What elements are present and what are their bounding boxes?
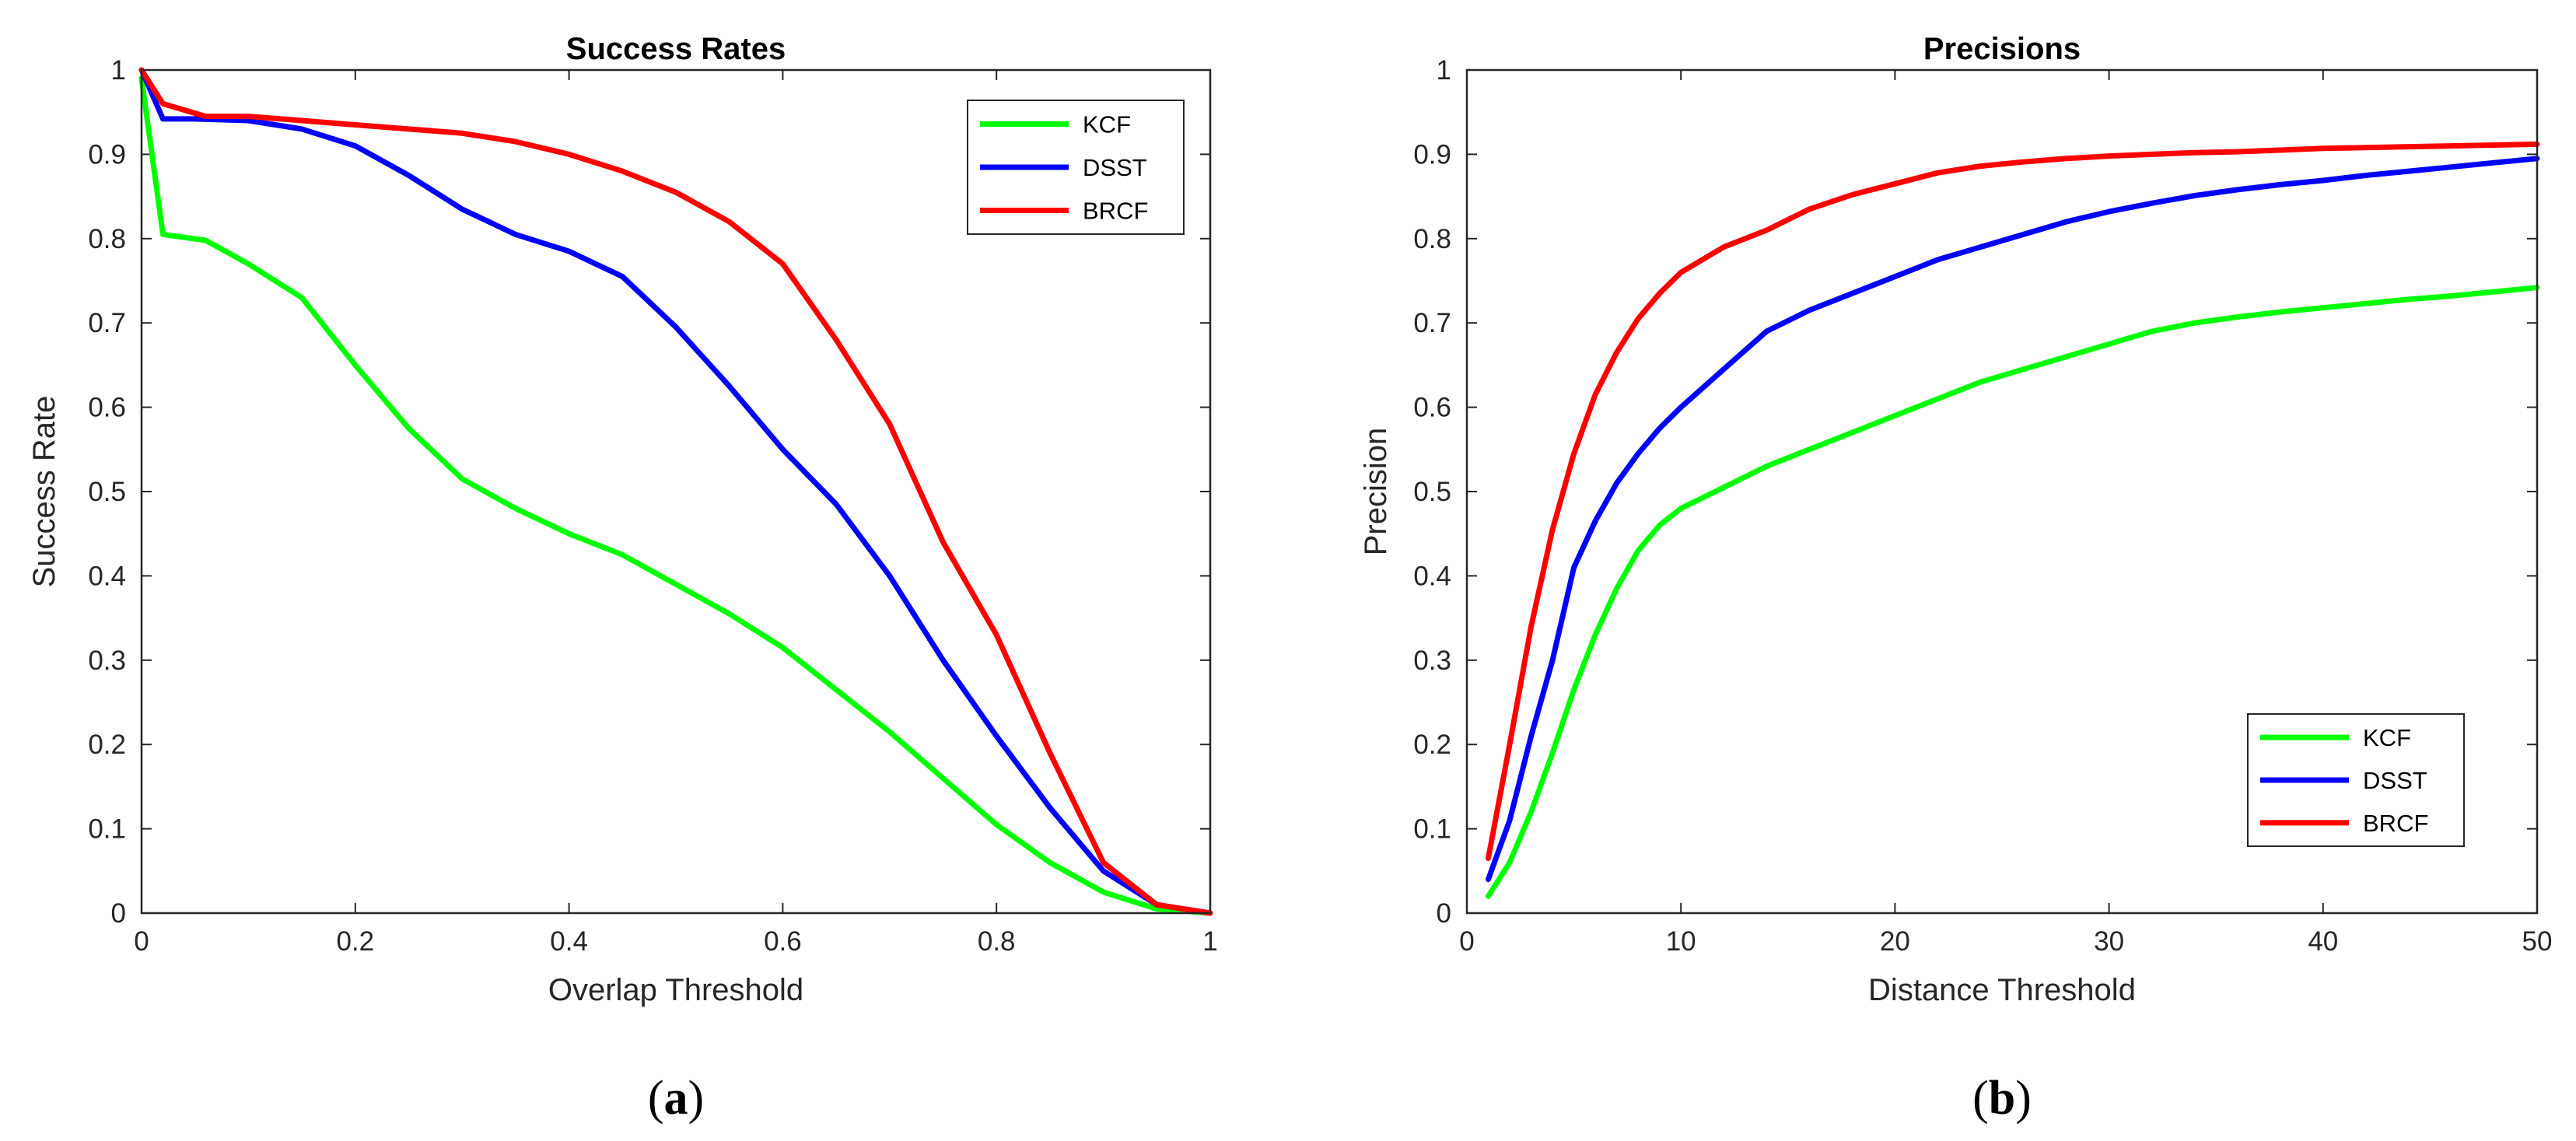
panel-caption-paren: ) [688, 1072, 705, 1125]
y-tick-label: 0 [111, 898, 126, 929]
y-tick-label: 0.9 [88, 139, 126, 170]
panel-caption: (b) [1972, 1072, 2032, 1125]
x-tick-label: 40 [2308, 926, 2338, 957]
series-line-kcf [1486, 285, 2540, 899]
y-tick-label: 0.7 [1413, 308, 1451, 338]
success-rates-panel: Success Rates 0 0.2 0.4 0.6 0.8 1 0 0.1 0.2 0.3 0.4… [27, 32, 1218, 1125]
precisions-panel: Precisions 0 10 20 30 40 50 0 0.1 0.2 0.3 0.4 0.5 0.6… [1359, 32, 2552, 1125]
y-tick-label: 0.4 [88, 561, 126, 591]
chart-title: Success Rates [566, 32, 786, 66]
y-tick-label: 0.3 [88, 646, 126, 676]
x-tick-label: 30 [2094, 926, 2124, 957]
y-tick-label: 0.6 [1413, 393, 1451, 423]
legend-label-kcf: KCF [2363, 724, 2411, 751]
panel-caption: (a) [648, 1072, 704, 1125]
y-axis-label: Precision [1359, 428, 1393, 556]
series-line-dsst [138, 67, 1213, 916]
series-line-brcf [138, 67, 1213, 916]
y-tick-label: 0.6 [88, 393, 126, 423]
panel-caption-paren: ) [2015, 1072, 2032, 1125]
y-tick-label: 0.2 [88, 730, 126, 760]
y-tick-label: 0.1 [88, 814, 126, 845]
x-axis-label: Distance Threshold [1868, 973, 2136, 1007]
x-tick-label: 0.8 [978, 926, 1016, 957]
series-line-dsst [1486, 156, 2540, 883]
series-line-kcf [138, 75, 1213, 916]
legend: KCF DSST BRCF [2247, 713, 2465, 847]
y-tick-label: 0.8 [1413, 224, 1451, 254]
legend: KCF DSST BRCF [967, 100, 1185, 235]
y-tick-label: 0.5 [88, 477, 126, 507]
x-tick-label: 0 [1459, 926, 1474, 957]
legend-label-brcf: BRCF [2363, 810, 2428, 837]
legend-label-kcf: KCF [1083, 111, 1131, 138]
y-axis-label: Success Rate [27, 396, 61, 588]
y-tick-label: 1 [1437, 55, 1451, 86]
panel-caption-letter: a [664, 1072, 688, 1125]
y-tick-label: 0.4 [1413, 561, 1451, 591]
y-tick-label: 0.3 [1413, 646, 1451, 676]
y-tick-label: 1 [111, 55, 126, 86]
y-tick-label: 0.5 [1413, 477, 1451, 507]
series-line-brcf [1486, 141, 2540, 861]
y-tick-label: 0.1 [1413, 814, 1451, 845]
chart-title: Precisions [1923, 32, 2081, 66]
panel-caption-paren: ( [648, 1072, 664, 1125]
legend-label-dsst: DSST [2363, 767, 2427, 794]
legend-label-brcf: BRCF [1083, 197, 1148, 224]
y-tick-label: 0 [1437, 898, 1451, 929]
legend-label-dsst: DSST [1083, 154, 1147, 181]
y-tick-label: 0.7 [88, 308, 126, 338]
axes-box [1465, 68, 2539, 915]
panel-caption-letter: b [1989, 1072, 2015, 1125]
y-tick-label: 0.8 [88, 224, 126, 254]
x-tick-label: 0.2 [336, 926, 374, 957]
x-tick-label: 0.6 [764, 926, 802, 957]
y-tick-label: 0.9 [1413, 139, 1451, 170]
x-tick-label: 1 [1202, 926, 1217, 957]
x-axis-label: Overlap Threshold [548, 973, 803, 1007]
x-tick-label: 0.4 [550, 926, 588, 957]
x-tick-label: 50 [2522, 926, 2553, 957]
x-tick-label: 20 [1880, 926, 1910, 957]
panel-caption-paren: ( [1972, 1072, 1989, 1125]
x-tick-label: 10 [1666, 926, 1696, 957]
y-tick-label: 0.2 [1413, 730, 1451, 760]
x-tick-label: 0 [134, 926, 149, 957]
axes-box [140, 68, 1212, 915]
